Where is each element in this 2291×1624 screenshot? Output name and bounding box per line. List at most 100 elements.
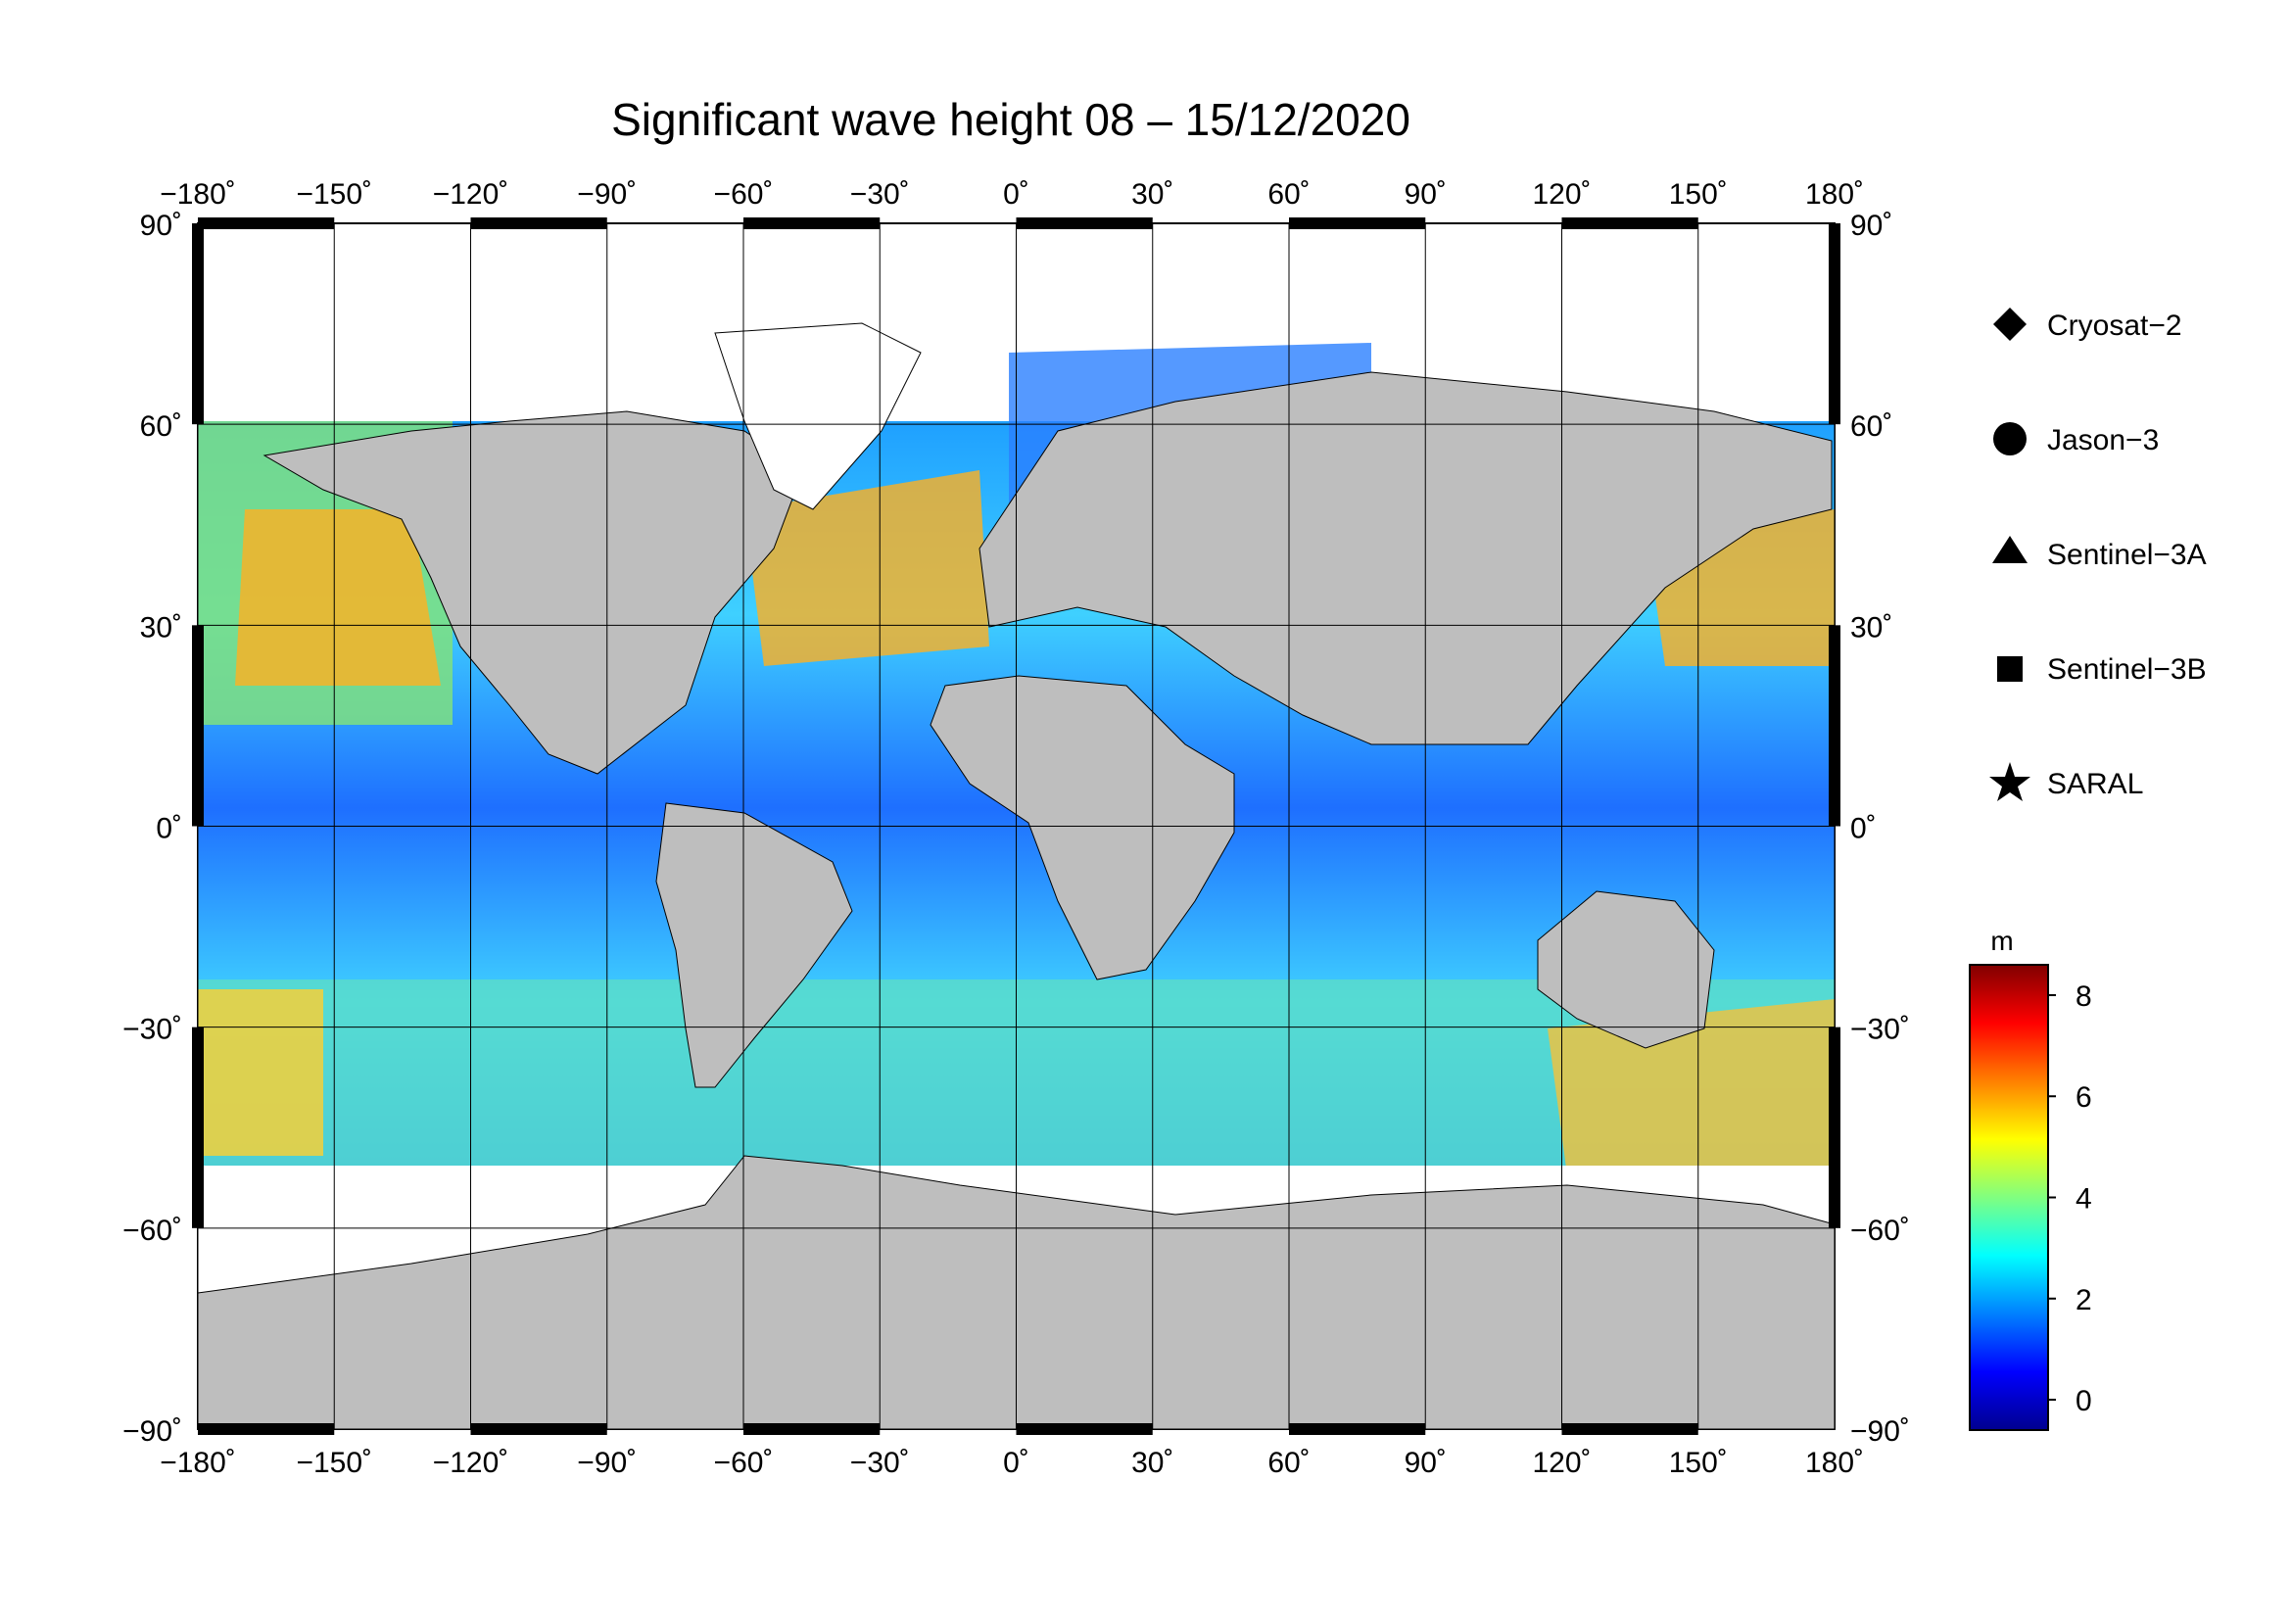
- latitude-labels-left: 90˚ 60˚ 30˚ 0˚ −30˚ −60˚ −90˚: [122, 210, 182, 1448]
- land-australia: [1537, 890, 1715, 1049]
- latitude-tick-label: −90˚: [1850, 1415, 1910, 1448]
- high-wave-south-indian: [1548, 999, 1835, 1175]
- latitude-tick-label: 0˚: [156, 813, 182, 845]
- legend-item-cryosat: Cryosat−2: [1993, 308, 2182, 342]
- square-icon: [1997, 656, 2023, 682]
- legend-item-jason: Jason−3: [1993, 422, 2159, 456]
- frame-bar-left: [192, 223, 204, 425]
- land-north-america: [263, 410, 804, 775]
- figure-title: Significant wave height 08 – 15/12/2020: [611, 94, 1410, 145]
- latitude-tick-label: 60˚: [140, 410, 182, 443]
- longitude-tick-label: 60˚: [1267, 1447, 1310, 1479]
- legend-label: Sentinel−3A: [2047, 539, 2207, 571]
- frame-bar-right: [1829, 625, 1840, 827]
- legend-label: Jason−3: [2047, 424, 2159, 456]
- longitude-tick-label: 90˚: [1405, 178, 1447, 211]
- longitude-tick-label: −60˚: [714, 1447, 774, 1479]
- star-icon: [1989, 762, 2030, 801]
- colorbar-tick-label: 2: [2076, 1284, 2092, 1316]
- latitude-tick-label: 30˚: [140, 611, 182, 644]
- land-south-america: [655, 802, 853, 1088]
- land-eurasia: [978, 371, 1833, 745]
- frame-bar-bottom: [1016, 1423, 1153, 1435]
- latitude-tick-label: 0˚: [1850, 813, 1877, 845]
- longitude-tick-label: 120˚: [1532, 1447, 1591, 1479]
- frame-bar-top: [1561, 217, 1698, 229]
- frame-bar-right: [1829, 1027, 1840, 1228]
- longitude-tick-label: −120˚: [433, 1447, 509, 1479]
- high-wave-north-pacific: [235, 509, 441, 686]
- longitude-tick-label: −120˚: [433, 178, 509, 211]
- frame-bar-top: [1016, 217, 1153, 229]
- colorbar: m 8 6 4 2 0: [1969, 926, 2092, 1431]
- latitude-tick-label: 60˚: [1850, 410, 1892, 443]
- frame-bar-bottom: [1289, 1423, 1426, 1435]
- graticule: [198, 223, 1835, 1429]
- longitude-tick-label: −150˚: [296, 1447, 372, 1479]
- legend-label: SARAL: [2047, 768, 2143, 800]
- colorbar-tick-label: 4: [2076, 1183, 2092, 1216]
- latitude-tick-label: −30˚: [122, 1014, 182, 1046]
- frame-bar-top: [198, 217, 335, 229]
- latitude-tick-label: −90˚: [122, 1415, 182, 1448]
- colorbar-ramp: [1969, 964, 2049, 1431]
- longitude-tick-label: −90˚: [577, 178, 637, 211]
- frame-bar-bottom: [743, 1423, 881, 1435]
- frame-bar-top: [470, 217, 607, 229]
- longitude-tick-label: 120˚: [1532, 178, 1591, 211]
- frame-bar-bottom: [1561, 1423, 1698, 1435]
- longitude-tick-label: 180˚: [1805, 1447, 1864, 1479]
- longitude-tick-label: −150˚: [296, 178, 372, 211]
- longitude-tick-label: 150˚: [1669, 178, 1728, 211]
- satellite-legend: Cryosat−2 Jason−3 Sentinel−3A Sentinel−3…: [1989, 308, 2207, 801]
- longitude-tick-label: 180˚: [1805, 178, 1864, 211]
- longitude-tick-label: 60˚: [1267, 178, 1310, 211]
- colorbar-tick-label: 8: [2076, 980, 2092, 1013]
- longitude-tick-label: 150˚: [1669, 1447, 1728, 1479]
- colorbar-tick-label: 0: [2076, 1385, 2092, 1417]
- colorbar-ticks: 8 6 4 2 0: [2048, 980, 2092, 1417]
- map-panel: −180˚ −150˚ −120˚ −90˚ −60˚ −30˚ 0˚ 30˚ 60˚ 90˚ 12…: [122, 178, 1910, 1479]
- frame-bar-left: [192, 1027, 204, 1228]
- longitude-tick-label: 30˚: [1131, 178, 1173, 211]
- colorbar-unit: m: [1990, 926, 2013, 956]
- frame-bar-bottom: [470, 1423, 607, 1435]
- longitude-labels-top: −180˚ −150˚ −120˚ −90˚ −60˚ −30˚ 0˚ 30˚ 60˚ 90˚ 12…: [160, 178, 1864, 211]
- map-content: [198, 223, 1835, 1429]
- latitude-tick-label: −30˚: [1850, 1014, 1910, 1046]
- frame-bar-left: [192, 625, 204, 827]
- latitude-tick-label: 30˚: [1850, 611, 1892, 644]
- longitude-tick-label: −30˚: [850, 178, 910, 211]
- longitude-tick-label: 0˚: [1003, 1447, 1029, 1479]
- triangle-icon: [1992, 536, 2028, 563]
- legend-item-sentinel-3b: Sentinel−3B: [1997, 653, 2207, 686]
- legend-item-saral: SARAL: [1989, 762, 2143, 801]
- land-africa: [930, 675, 1235, 980]
- legend-label: Cryosat−2: [2047, 310, 2182, 342]
- high-wave-south-pacific: [198, 989, 323, 1156]
- legend-label: Sentinel−3B: [2047, 653, 2207, 686]
- map-frame: [192, 217, 1840, 1435]
- longitude-labels-bottom: −180˚ −150˚ −120˚ −90˚ −60˚ −30˚ 0˚ 30˚ 60˚ 90˚ 12…: [160, 1447, 1864, 1479]
- longitude-tick-label: 90˚: [1405, 1447, 1447, 1479]
- latitude-tick-label: −60˚: [122, 1215, 182, 1247]
- longitude-tick-label: −180˚: [160, 178, 236, 211]
- longitude-tick-label: −30˚: [850, 1447, 910, 1479]
- high-wave-north-atlantic: [744, 470, 989, 666]
- longitude-tick-label: 0˚: [1003, 178, 1029, 211]
- longitude-tick-label: 30˚: [1131, 1447, 1173, 1479]
- longitude-tick-label: −90˚: [577, 1447, 637, 1479]
- latitude-tick-label: 90˚: [1850, 210, 1892, 242]
- latitude-tick-label: −60˚: [1850, 1215, 1910, 1247]
- longitude-tick-label: −180˚: [160, 1447, 236, 1479]
- legend-item-sentinel-3a: Sentinel−3A: [1992, 536, 2207, 571]
- latitude-tick-label: 90˚: [140, 210, 182, 242]
- longitude-tick-label: −60˚: [714, 178, 774, 211]
- frame-bar-bottom: [198, 1423, 335, 1435]
- colorbar-tick-label: 6: [2076, 1081, 2092, 1114]
- latitude-labels-right: 90˚ 60˚ 30˚ 0˚ −30˚ −60˚ −90˚: [1850, 210, 1910, 1448]
- frame-bar-right: [1829, 223, 1840, 425]
- diamond-icon: [1993, 308, 2027, 341]
